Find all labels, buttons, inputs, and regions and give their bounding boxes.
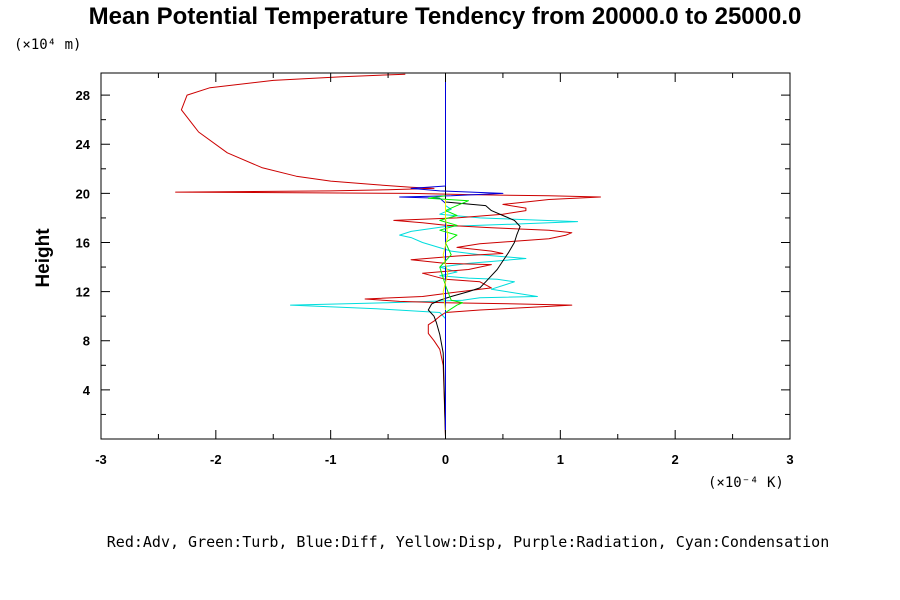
- y-tick-label: 28: [76, 88, 90, 103]
- x-axis: -3 -2 -1 0 1 2 3: [95, 73, 794, 467]
- y-tick-label: 4: [83, 383, 91, 398]
- y-unit-label: (×10⁴ m): [14, 37, 81, 53]
- y-axis: 4 8 12 16 20 24 28: [76, 88, 790, 415]
- series-line-disp: [442, 199, 449, 311]
- y-tick-label: 16: [76, 235, 90, 250]
- series-line-diff: [399, 73, 504, 437]
- y-tick-label: 8: [83, 334, 90, 349]
- x-tick-label: 2: [672, 452, 679, 467]
- x-tick-label: -3: [95, 452, 107, 467]
- x-unit-label: (×10⁻⁴ K): [708, 475, 784, 491]
- x-tick-label: 0: [442, 452, 449, 467]
- series-line-adv: [175, 73, 601, 437]
- y-tick-label: 24: [76, 137, 91, 152]
- plot-area: [175, 73, 601, 437]
- series-line-total: [427, 73, 521, 437]
- x-tick-label: -1: [325, 452, 337, 467]
- series-line-turb: [427, 195, 469, 313]
- y-tick-label: 12: [76, 285, 90, 300]
- y-axis-label: Height: [33, 228, 54, 288]
- chart-title: Mean Potential Temperature Tendency from…: [89, 3, 802, 30]
- x-tick-label: 3: [786, 452, 793, 467]
- series-line-condensation: [290, 73, 579, 437]
- y-tick-label: 20: [76, 186, 90, 201]
- x-tick-label: 1: [557, 452, 564, 467]
- legend: Red:Adv, Green:Turb, Blue:Diff, Yellow:D…: [107, 533, 829, 551]
- x-tick-label: -2: [210, 452, 222, 467]
